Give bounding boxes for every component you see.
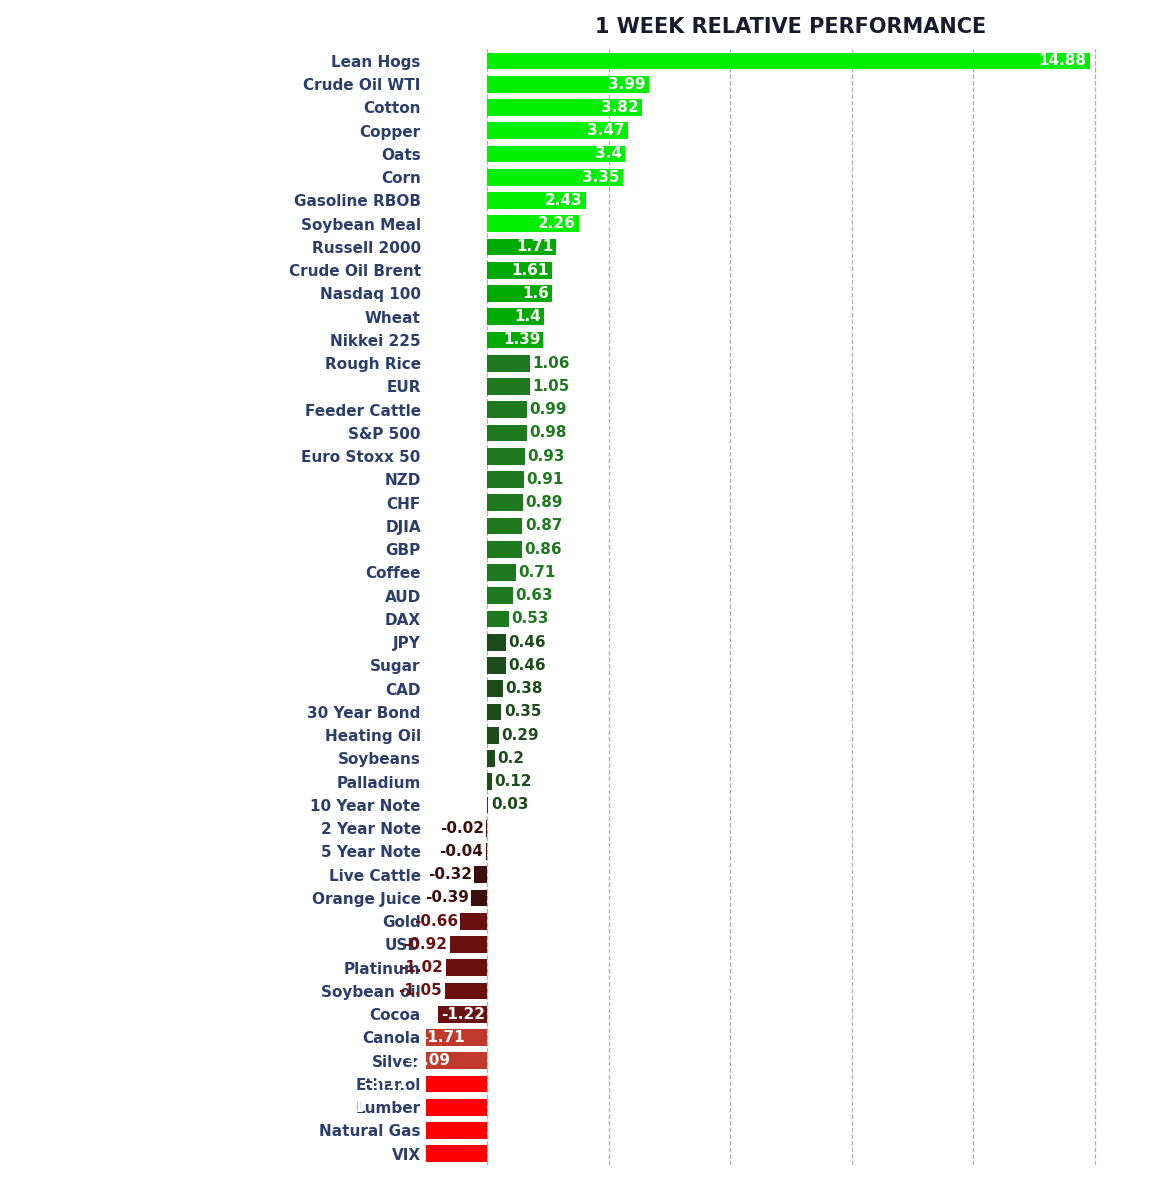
Bar — [402, 1052, 488, 1069]
Bar — [488, 123, 628, 139]
Bar — [488, 611, 509, 628]
Text: 1.71: 1.71 — [516, 240, 553, 254]
Text: 0.38: 0.38 — [505, 681, 543, 696]
Text: -4.21: -4.21 — [320, 1099, 363, 1115]
Text: -1.22: -1.22 — [441, 1007, 485, 1021]
Text: -1.71: -1.71 — [421, 1030, 465, 1045]
Text: 1.61: 1.61 — [512, 262, 550, 278]
Text: 2.26: 2.26 — [538, 216, 575, 232]
Text: 3.4: 3.4 — [594, 147, 621, 162]
Bar — [438, 1006, 488, 1022]
Text: 0.29: 0.29 — [502, 728, 539, 742]
Bar — [488, 727, 499, 743]
Text: 1.4: 1.4 — [513, 310, 540, 324]
Text: 0.86: 0.86 — [524, 541, 563, 557]
Text: 1.06: 1.06 — [532, 356, 570, 371]
Bar — [95, 1145, 488, 1162]
Text: -1.02: -1.02 — [400, 960, 443, 975]
Bar — [488, 145, 625, 162]
Bar — [445, 960, 488, 976]
Text: -0.04: -0.04 — [440, 844, 483, 859]
Bar — [488, 193, 586, 209]
Bar — [488, 99, 642, 116]
Text: 0.99: 0.99 — [530, 402, 567, 417]
Bar — [488, 587, 512, 604]
Text: -0.32: -0.32 — [428, 868, 472, 882]
Bar — [488, 378, 530, 395]
Text: 1.05: 1.05 — [532, 379, 570, 394]
Text: 0.89: 0.89 — [525, 495, 563, 511]
Text: 3.82: 3.82 — [601, 100, 639, 115]
Bar — [488, 285, 552, 301]
Text: 0.63: 0.63 — [516, 589, 553, 603]
Bar — [488, 239, 557, 255]
Text: 1.6: 1.6 — [522, 286, 548, 301]
Text: 0.91: 0.91 — [526, 472, 564, 487]
Text: 1.39: 1.39 — [503, 332, 540, 348]
Bar — [361, 1076, 488, 1092]
Text: 14.88: 14.88 — [1038, 53, 1086, 69]
Title: 1 WEEK RELATIVE PERFORMANCE: 1 WEEK RELATIVE PERFORMANCE — [595, 17, 987, 37]
Bar — [488, 472, 524, 488]
Text: 0.12: 0.12 — [495, 774, 532, 790]
Text: 0.03: 0.03 — [491, 798, 529, 812]
Text: 0.46: 0.46 — [509, 635, 546, 650]
Bar — [316, 1099, 488, 1116]
Bar — [488, 169, 622, 186]
Bar — [488, 494, 523, 511]
Text: 0.71: 0.71 — [518, 565, 556, 580]
Bar — [488, 215, 579, 232]
Text: -3.11: -3.11 — [364, 1077, 408, 1091]
Text: 3.47: 3.47 — [587, 123, 625, 138]
Text: 0.53: 0.53 — [511, 611, 548, 626]
Text: -0.66: -0.66 — [414, 914, 458, 929]
Text: 3.35: 3.35 — [582, 170, 620, 184]
Bar — [488, 52, 1090, 70]
Text: 2.43: 2.43 — [545, 193, 582, 208]
Text: 0.46: 0.46 — [509, 658, 546, 673]
Bar — [488, 773, 492, 790]
Bar — [488, 518, 523, 534]
Bar — [488, 681, 503, 697]
Text: -1.05: -1.05 — [398, 983, 442, 999]
Bar — [488, 262, 552, 279]
Text: 0.93: 0.93 — [527, 449, 565, 463]
Bar — [488, 309, 544, 325]
Text: 0.35: 0.35 — [504, 704, 541, 720]
Bar — [471, 890, 488, 907]
Bar — [488, 657, 506, 674]
Text: 3.99: 3.99 — [608, 77, 646, 92]
Bar — [488, 402, 527, 418]
Bar — [488, 332, 544, 349]
Bar — [488, 541, 522, 558]
Bar — [475, 866, 488, 883]
Bar — [461, 913, 488, 929]
Bar — [485, 843, 488, 859]
Text: 0.2: 0.2 — [498, 751, 525, 766]
Bar — [488, 703, 502, 720]
Text: -2.09: -2.09 — [406, 1053, 450, 1069]
Bar — [488, 424, 527, 441]
Text: -0.92: -0.92 — [403, 937, 448, 952]
Bar — [488, 797, 489, 813]
Text: 0.87: 0.87 — [525, 519, 563, 533]
Bar — [488, 355, 530, 371]
Text: -9.7: -9.7 — [97, 1147, 131, 1161]
Bar — [259, 1122, 488, 1138]
Bar — [488, 564, 516, 580]
Bar — [450, 936, 488, 953]
Text: 0.98: 0.98 — [530, 426, 567, 441]
Text: -5.62: -5.62 — [263, 1123, 307, 1138]
Bar — [488, 634, 506, 650]
Bar — [488, 751, 496, 767]
Text: -0.39: -0.39 — [425, 890, 469, 905]
Bar — [488, 448, 525, 465]
Bar — [418, 1030, 488, 1046]
Bar — [488, 76, 649, 92]
Bar — [444, 982, 488, 999]
Text: -0.02: -0.02 — [440, 820, 484, 836]
